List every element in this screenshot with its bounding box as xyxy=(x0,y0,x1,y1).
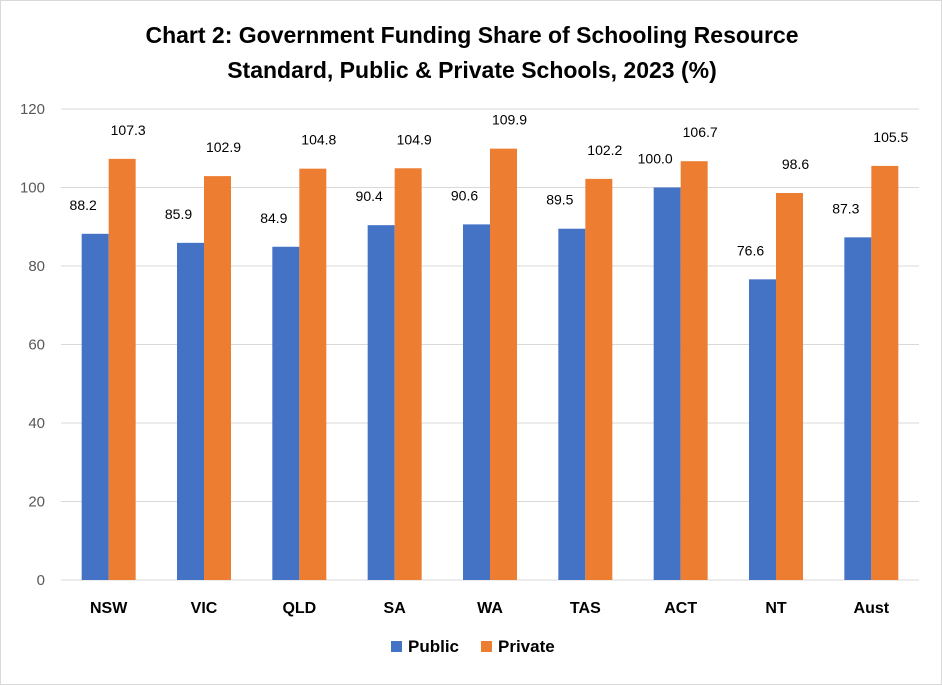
y-tick-label: 20 xyxy=(28,494,45,511)
x-tick-label: Aust xyxy=(854,600,890,617)
bar-public-nt xyxy=(749,279,776,580)
y-tick-label: 80 xyxy=(28,258,45,275)
bar-public-qld xyxy=(272,246,300,580)
bar-public-aust xyxy=(844,237,872,580)
bar-public-nsw xyxy=(81,233,109,580)
y-tick-label: 120 xyxy=(20,101,45,118)
data-label: 106.7 xyxy=(683,124,718,140)
chart-title-line-2: Standard, Public & Private Schools, 2023… xyxy=(227,57,717,83)
data-label: 107.3 xyxy=(111,122,146,138)
x-tick-label: NT xyxy=(765,600,787,617)
bar-private-sa xyxy=(394,168,422,580)
bar-private-vic xyxy=(204,176,231,580)
chart-title: Chart 2: Government Funding Share of Sch… xyxy=(145,22,798,83)
data-label: 89.5 xyxy=(546,192,573,208)
data-label: 88.2 xyxy=(70,197,97,213)
bar-private-tas xyxy=(585,178,613,581)
bar-public-tas xyxy=(558,228,586,580)
x-tick-label: WA xyxy=(477,600,503,617)
data-label: 102.2 xyxy=(587,142,622,158)
x-tick-label: TAS xyxy=(570,600,601,617)
x-tick-label: NSW xyxy=(90,600,128,617)
y-axis: 0 20 40 60 80 100 120 xyxy=(20,101,45,589)
x-tick-label: SA xyxy=(384,600,407,617)
chart-title-line-1: Chart 2: Government Funding Share of Sch… xyxy=(145,22,798,48)
y-tick-label: 0 xyxy=(37,572,45,589)
data-label: 90.4 xyxy=(356,188,383,204)
data-labels: 88.2 107.3 85.9 102.9 84.9 104.8 90.4 104.9 90.6… xyxy=(70,112,909,259)
bar-private-nt xyxy=(776,192,803,580)
y-tick-label: 100 xyxy=(20,180,45,197)
bar-public-act xyxy=(653,187,681,580)
bar-private-aust xyxy=(871,165,899,580)
legend: Public Private xyxy=(391,637,555,656)
x-tick-label: VIC xyxy=(191,600,218,617)
data-label: 84.9 xyxy=(260,210,287,226)
data-label: 85.9 xyxy=(165,206,192,222)
legend-swatch-public xyxy=(391,641,402,652)
bar-private-nsw xyxy=(108,158,136,580)
data-label: 100.0 xyxy=(638,151,673,167)
data-label: 87.3 xyxy=(832,200,859,216)
data-label: 109.9 xyxy=(492,112,527,128)
bar-public-sa xyxy=(367,225,395,580)
bar-public-vic xyxy=(177,242,204,580)
data-label: 105.5 xyxy=(873,129,908,145)
legend-swatch-private xyxy=(481,641,492,652)
data-label: 102.9 xyxy=(206,139,241,155)
bars xyxy=(81,148,899,581)
x-tick-label: QLD xyxy=(282,600,316,617)
data-label: 104.8 xyxy=(301,132,336,148)
bar-public-wa xyxy=(463,224,490,580)
x-axis: NSW VIC QLD SA WA TAS ACT NT Aust xyxy=(90,600,890,617)
legend-label-private: Private xyxy=(498,637,555,656)
x-tick-label: ACT xyxy=(664,600,697,617)
data-label: 76.6 xyxy=(737,242,764,258)
legend-label-public: Public xyxy=(408,637,459,656)
bar-private-wa xyxy=(490,148,517,580)
y-tick-label: 40 xyxy=(28,415,45,432)
bar-private-act xyxy=(680,161,708,580)
bar-private-qld xyxy=(299,168,327,580)
data-label: 104.9 xyxy=(397,131,432,147)
data-label: 98.6 xyxy=(782,156,809,172)
y-tick-label: 60 xyxy=(28,337,45,354)
data-label: 90.6 xyxy=(451,187,478,203)
